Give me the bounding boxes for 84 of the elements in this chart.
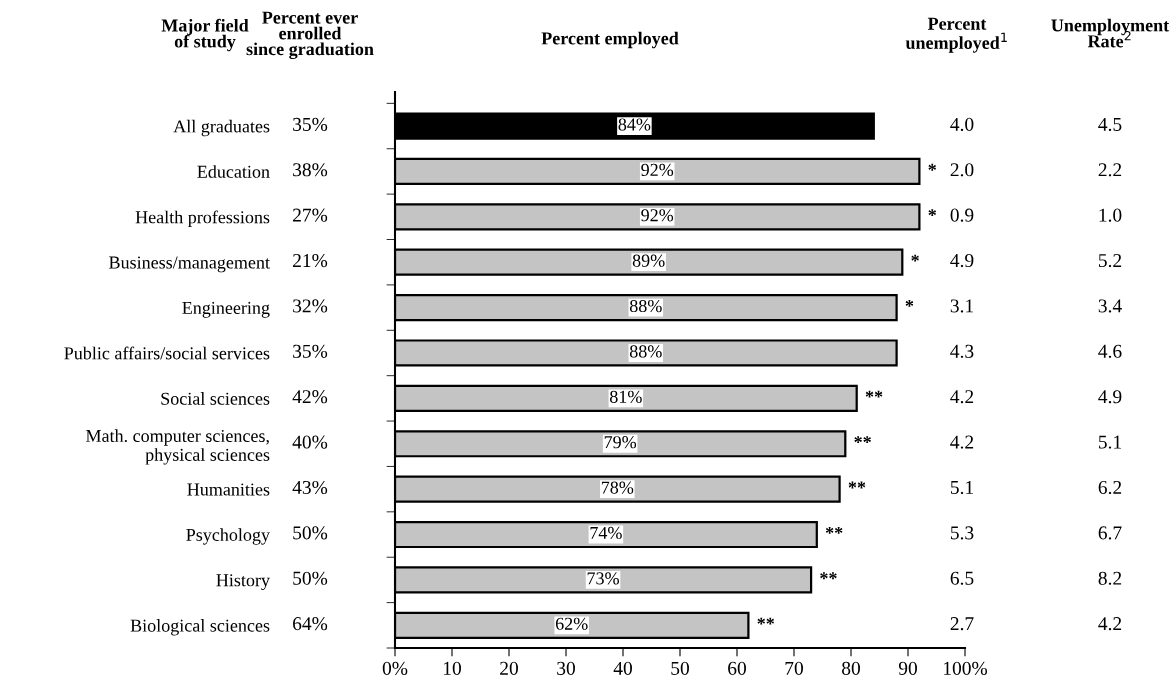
y-tick-label: Health professions <box>135 210 270 228</box>
text: 38% <box>293 163 328 177</box>
data-label: 78% <box>601 481 634 494</box>
x-tick-label: 100% <box>944 661 988 675</box>
text: 35% <box>293 117 328 131</box>
text: 3.4 <box>1098 299 1122 313</box>
data-label: 84% <box>618 118 651 131</box>
text: 8.2 <box>1098 571 1122 585</box>
annotation: * <box>911 254 919 262</box>
x-tick-label: 0% <box>382 661 408 675</box>
text: 50% <box>293 526 328 540</box>
text: 64% <box>293 617 328 631</box>
text: 27% <box>293 208 328 222</box>
text: 35% <box>293 344 328 358</box>
text: 4.6 <box>1098 344 1122 358</box>
y-tick-label: History <box>216 574 270 591</box>
x-tick-label: 10 <box>443 661 461 675</box>
y-tick-label: Business/management <box>109 256 270 273</box>
annotation: * <box>928 163 937 171</box>
data-label: 73% <box>587 572 619 585</box>
y-tick-label: Math. computer sciences, physical sciences <box>86 429 270 465</box>
annotation: 5.1 <box>950 480 973 495</box>
annotation: 4.2 <box>950 435 974 449</box>
y-tick-label: All graduates <box>173 119 270 137</box>
annotation: 0.9 <box>950 208 974 222</box>
y-tick-label: Public affairs/social services <box>64 346 270 360</box>
text: 4.9 <box>1098 390 1122 404</box>
annotation: ** <box>825 526 843 534</box>
text: 1.0 <box>1099 208 1122 222</box>
y-tick-label: Social sciences <box>161 392 270 405</box>
x-tick-label: 40 <box>613 661 632 675</box>
annotation: * <box>905 300 914 307</box>
text: 42% <box>292 390 328 404</box>
x-tick-label: 50 <box>671 661 689 675</box>
data-label: 62% <box>555 617 588 630</box>
annotation: ** <box>848 481 866 489</box>
text: 40% <box>292 435 328 449</box>
text: 6.7 <box>1098 526 1122 540</box>
text: Unemployment Rate$^{2}$ <box>1051 18 1170 48</box>
text: 32% <box>293 299 328 313</box>
x-tick-label: 30 <box>557 661 575 675</box>
annotation: 4.9 <box>950 254 974 268</box>
annotation: 6.5 <box>950 571 974 585</box>
text: Percent unemployed$^{1}$ <box>905 17 1007 53</box>
data-label: 74% <box>590 526 622 540</box>
chart-title: Percent employed <box>541 31 679 49</box>
text: 5.2 <box>1098 254 1122 268</box>
annotation: 4.3 <box>950 344 974 358</box>
data-label: 79% <box>604 436 637 449</box>
annotation: 5.3 <box>950 526 974 540</box>
text: 4.2 <box>1098 617 1122 631</box>
annotation: ** <box>820 572 837 580</box>
data-label: 92% <box>641 209 674 222</box>
data-label: 92% <box>641 163 674 177</box>
annotation: ** <box>854 436 871 443</box>
x-tick-label: 20 <box>500 661 518 675</box>
x-tick-label: 70 <box>785 661 803 675</box>
x-tick-label: 90 <box>898 661 917 675</box>
x-tick-label: 60 <box>728 661 746 675</box>
text: 43% <box>292 480 328 495</box>
text: 4.5 <box>1098 117 1122 131</box>
y-tick-label: Education <box>197 165 270 178</box>
annotation: 4.0 <box>950 117 974 131</box>
data-label: 88% <box>629 299 662 313</box>
annotation: 3.1 <box>950 299 973 313</box>
text: 6.2 <box>1098 480 1122 495</box>
text: 21% <box>293 253 328 268</box>
y-tick-label: Humanities <box>187 483 270 496</box>
annotation: ** <box>865 390 883 398</box>
text: 2.2 <box>1098 163 1122 177</box>
annotation: 2.0 <box>950 163 974 177</box>
y-tick-label: Biological sciences <box>130 619 270 636</box>
data-label: 81% <box>609 390 642 403</box>
text: 50% <box>293 571 328 585</box>
annotation: 2.7 <box>950 617 974 631</box>
x-tick-label: 80 <box>842 661 860 675</box>
data-label: 88% <box>629 345 662 358</box>
data-label: 89% <box>632 254 665 267</box>
annotation: * <box>928 209 937 217</box>
annotation: 4.2 <box>950 390 974 404</box>
text: 5.1 <box>1098 435 1121 449</box>
y-tick-label: Engineering <box>182 301 270 318</box>
y-tick-label: Psychology <box>186 528 270 545</box>
annotation: ** <box>757 617 775 625</box>
